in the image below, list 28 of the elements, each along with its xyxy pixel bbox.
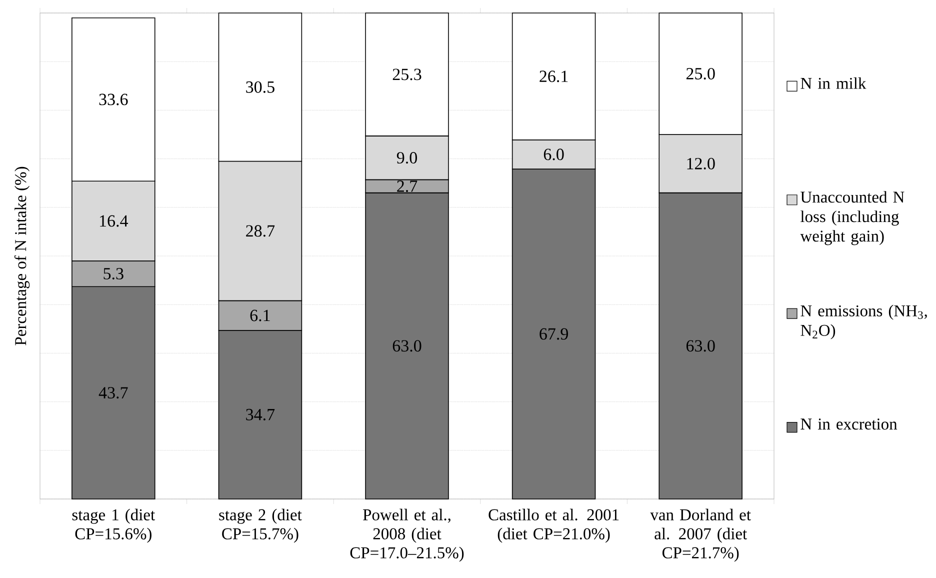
legend-label: N in milk bbox=[800, 77, 866, 89]
x-tick-label: Powell et al., 2008 (diet CP=17.0–21.5%) bbox=[350, 508, 464, 562]
data-label: 12.0 bbox=[687, 158, 715, 170]
y-axis-title: Percentage of N intake (%) bbox=[14, 166, 30, 346]
data-label: 26.1 bbox=[540, 70, 568, 82]
x-tick-label: stage 2 (diet CP=15.7%) bbox=[219, 508, 302, 543]
x-tick-label: van Dorland et al. 2007 (diet CP=21.7%) bbox=[650, 508, 751, 562]
data-label: 33.6 bbox=[99, 94, 128, 106]
data-label: 63.0 bbox=[686, 340, 715, 352]
data-label: 43.7 bbox=[98, 387, 128, 399]
data-label: 6.0 bbox=[544, 148, 564, 160]
x-tick-label: stage 1 (diet CP=15.6%) bbox=[72, 508, 155, 543]
data-label: 63.0 bbox=[392, 340, 422, 352]
data-label: 6.1 bbox=[250, 310, 270, 322]
data-label: 34.7 bbox=[246, 408, 275, 420]
data-label: 30.5 bbox=[246, 81, 274, 93]
data-label: 9.0 bbox=[396, 152, 417, 164]
text: N emissions (NH$_{3}$, N$_{2}$O) bbox=[800, 304, 927, 340]
legend-label: N in excretion bbox=[800, 418, 898, 430]
data-label: 25.3 bbox=[392, 68, 422, 80]
data-label: 25.0 bbox=[686, 68, 715, 80]
data-label: 67.9 bbox=[540, 328, 568, 340]
data-label: 5.3 bbox=[104, 268, 124, 280]
data-label: 28.7 bbox=[246, 225, 275, 237]
data-label: 2.7 bbox=[397, 180, 418, 192]
x-tick-label: Castillo et al. 2001 (diet CP=21.0%) bbox=[488, 508, 619, 543]
data-label: 16.4 bbox=[100, 215, 128, 227]
legend-label: Unaccounted N loss (including weight gain) bbox=[800, 191, 904, 246]
